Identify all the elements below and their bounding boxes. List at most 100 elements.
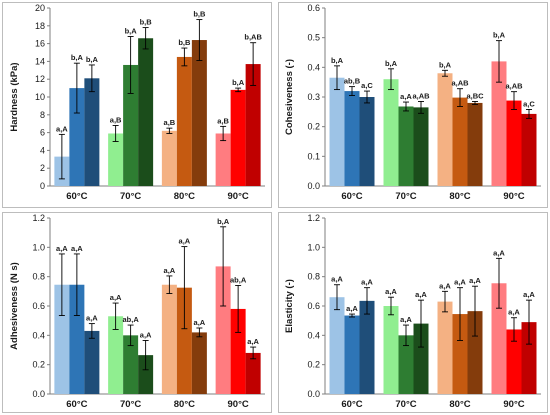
significance-label: a,A bbox=[454, 278, 466, 287]
bar bbox=[230, 308, 246, 394]
significance-label: b,A bbox=[331, 56, 344, 65]
y-tick-label: 0.8 bbox=[307, 272, 320, 282]
bar bbox=[108, 316, 124, 394]
y-tick-label: 0.4 bbox=[307, 330, 320, 340]
y-tick-label: 8 bbox=[40, 110, 45, 120]
bar bbox=[398, 335, 414, 394]
y-tick-label: 0 bbox=[40, 181, 45, 191]
bar bbox=[138, 355, 154, 394]
y-tick-label: 0.4 bbox=[32, 330, 45, 340]
significance-label: a,A bbox=[71, 244, 83, 253]
y-tick-label: 1.0 bbox=[307, 242, 320, 252]
x-category-label: 60°C bbox=[341, 399, 362, 410]
significance-label: a,A bbox=[194, 318, 206, 327]
bar bbox=[413, 323, 429, 394]
significance-label: a,A bbox=[164, 266, 176, 275]
significance-label: a,A bbox=[247, 337, 259, 346]
significance-label: a,A bbox=[56, 244, 68, 253]
y-tick-label: 0.0 bbox=[307, 181, 320, 191]
significance-label: a,B bbox=[164, 118, 176, 127]
significance-label: b,B bbox=[178, 38, 191, 47]
bar bbox=[437, 73, 453, 186]
bar bbox=[191, 332, 207, 394]
bar bbox=[398, 106, 414, 186]
bar bbox=[413, 107, 429, 186]
significance-label: a,A bbox=[331, 275, 343, 284]
y-axis-title: Adhesiveness (N s) bbox=[9, 262, 20, 350]
bar bbox=[491, 61, 507, 186]
bar bbox=[329, 297, 345, 394]
significance-label: a,A bbox=[400, 92, 412, 101]
y-tick-label: 0.8 bbox=[32, 272, 45, 282]
significance-label: a,BC bbox=[466, 91, 484, 100]
chart-panel-3: 0.0 0.2 0.4 0.6 0.8 1.0 1.2 Adhesiveness (N s) a… bbox=[2, 212, 272, 413]
y-tick-label: 0.2 bbox=[307, 122, 320, 132]
y-axis-title: Elasticity (-) bbox=[284, 279, 295, 333]
x-category-label: 60°C bbox=[66, 399, 87, 410]
bar bbox=[176, 56, 192, 187]
y-tick-label: 0.0 bbox=[307, 389, 320, 399]
significance-label: a,C bbox=[361, 81, 373, 90]
bar bbox=[245, 352, 261, 394]
bar bbox=[230, 89, 246, 186]
bar bbox=[84, 78, 100, 186]
significance-label: b,B bbox=[193, 10, 206, 19]
significance-label: a,A bbox=[86, 314, 98, 323]
y-axis-title: Cohesiveness (-) bbox=[284, 59, 295, 135]
x-category-label: 70°C bbox=[395, 191, 416, 202]
y-tick-label: 0.4 bbox=[307, 62, 320, 72]
y-tick-label: 0.3 bbox=[307, 92, 320, 102]
significance-label: a,A bbox=[400, 315, 412, 324]
bar bbox=[69, 88, 85, 186]
y-tick-label: 0.5 bbox=[307, 33, 320, 43]
significance-label: b,A bbox=[232, 78, 245, 87]
y-tick-label: 6 bbox=[40, 128, 45, 138]
bar bbox=[161, 284, 177, 394]
y-tick-label: 0.2 bbox=[32, 360, 45, 370]
y-tick-label: 1.0 bbox=[32, 242, 45, 252]
bar bbox=[108, 133, 124, 186]
x-category-label: 90°C bbox=[503, 191, 524, 202]
significance-label: a,B bbox=[217, 116, 229, 125]
bar bbox=[383, 79, 399, 186]
y-tick-label: 0.0 bbox=[32, 389, 45, 399]
bar bbox=[329, 77, 345, 186]
x-category-label: 60°C bbox=[66, 191, 87, 202]
significance-label: b,A bbox=[125, 26, 138, 35]
x-category-label: 80°C bbox=[449, 191, 470, 202]
bar bbox=[521, 322, 537, 394]
significance-label: a,A bbox=[346, 304, 358, 313]
significance-label: b,A bbox=[217, 217, 230, 226]
bar bbox=[452, 314, 468, 394]
y-tick-label: 16 bbox=[35, 39, 45, 49]
significance-label: b,A bbox=[439, 60, 452, 69]
bar bbox=[452, 97, 468, 186]
significance-label: a,AB bbox=[505, 82, 523, 91]
bar bbox=[84, 330, 100, 394]
significance-label: b,A bbox=[86, 55, 99, 64]
significance-label: b,B bbox=[140, 18, 153, 27]
y-tick-label: 18 bbox=[35, 21, 45, 31]
significance-label: a,A bbox=[361, 278, 373, 287]
x-category-label: 90°C bbox=[228, 399, 249, 410]
bar bbox=[215, 133, 231, 186]
bar bbox=[69, 284, 85, 394]
bar bbox=[245, 64, 261, 186]
x-category-label: 70°C bbox=[120, 399, 141, 410]
x-category-label: 80°C bbox=[174, 399, 195, 410]
significance-label: a,A bbox=[493, 248, 505, 257]
significance-label: b,A bbox=[71, 53, 84, 62]
y-tick-label: 12 bbox=[35, 74, 45, 84]
bar bbox=[491, 283, 507, 394]
bar bbox=[123, 64, 139, 186]
significance-label: ab,B bbox=[344, 77, 361, 86]
x-category-label: 90°C bbox=[503, 399, 524, 410]
significance-label: a,AB bbox=[412, 91, 430, 100]
y-tick-label: 0.6 bbox=[32, 301, 45, 311]
significance-label: ab,A bbox=[122, 315, 139, 324]
bar bbox=[176, 287, 192, 394]
bar bbox=[215, 266, 231, 394]
